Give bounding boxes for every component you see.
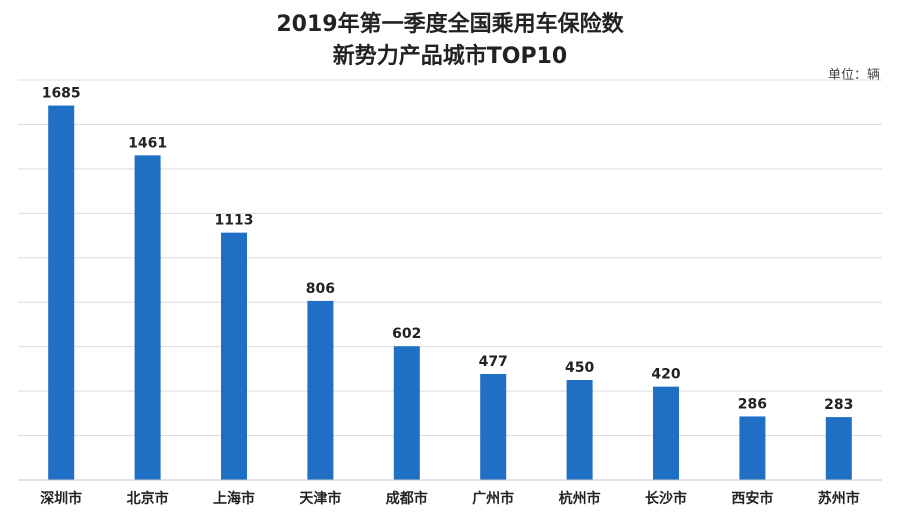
chart-title-line-1: 2019年第一季度全国乘用车保险数 (276, 12, 624, 37)
x-tick-label-10: 苏州市 (818, 490, 860, 507)
bar-6 (480, 374, 507, 480)
value-label-6: 477 (479, 354, 508, 370)
value-label-7: 450 (565, 360, 594, 376)
chart-title-line-2: 新势力产品城市TOP10 (332, 44, 568, 69)
value-label-9: 286 (738, 396, 767, 412)
value-label-1: 1685 (42, 86, 81, 102)
gridlines (18, 79, 882, 481)
x-tick-label-5: 成都市 (386, 490, 428, 507)
x-tick-label-1: 深圳市 (40, 490, 82, 507)
x-tick-label-2: 北京市 (127, 490, 169, 507)
value-label-2: 1461 (128, 135, 167, 151)
bar-10 (825, 417, 852, 480)
bar-3 (221, 232, 247, 480)
value-label-10: 283 (824, 397, 853, 413)
x-tick-label-7: 杭州市 (559, 490, 601, 507)
value-labels: 1685 1461 1113 806 602 477 450 420 286 283 (42, 86, 854, 414)
bars (48, 105, 852, 481)
bar-4 (307, 300, 334, 480)
value-label-8: 420 (651, 367, 680, 383)
value-label-5: 602 (392, 326, 421, 342)
bar-7 (566, 380, 593, 480)
bar-9 (739, 416, 766, 480)
x-tick-label-8: 长沙市 (645, 490, 687, 507)
value-label-3: 1113 (215, 213, 254, 229)
x-tick-label-3: 上海市 (213, 490, 255, 507)
unit-label: 单位：辆 (827, 68, 880, 83)
bar-5 (393, 346, 420, 480)
x-tick-label-6: 广州市 (472, 490, 514, 507)
bar-8 (653, 386, 679, 480)
x-tick-label-4: 天津市 (299, 490, 341, 507)
bar-1 (48, 105, 75, 481)
value-label-4: 806 (306, 281, 335, 297)
bar-2 (134, 155, 161, 481)
x-tick-label-9: 西安市 (731, 490, 773, 507)
x-axis-labels: 深圳市 北京市 上海市 天津市 成都市 广州市 杭州市 长沙市 西安市 苏州市 (40, 490, 860, 507)
